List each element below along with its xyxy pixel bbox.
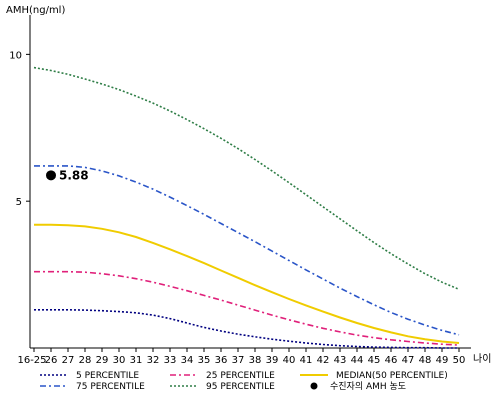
legend-label: 75 PERCENTILE <box>76 382 145 392</box>
x-axis-title: 나이 <box>473 353 491 365</box>
y-tick-label: 10 <box>9 50 22 61</box>
x-tick-label: 32 <box>147 355 160 366</box>
legend-patient-label: 수진자의 AMH 농도 <box>330 381 406 392</box>
y-axis-title: AMH(ng/ml) <box>6 5 65 16</box>
x-tick-label: 16-25 <box>17 355 46 366</box>
series-lines <box>33 66 460 349</box>
x-tick-label: 38 <box>249 355 262 366</box>
x-tick-label: 45 <box>368 355 381 366</box>
x-tick-label: 31 <box>130 355 143 366</box>
legend: 5 PERCENTILE 25 PERCENTILE MEDIAN(50 PERCE… <box>40 371 448 392</box>
series-line-0 <box>34 308 459 349</box>
x-tick-label: 39 <box>266 355 279 366</box>
patient-marker <box>46 170 56 181</box>
x-tick-label: 50 <box>453 355 466 366</box>
x-tick-label: 28 <box>79 355 92 366</box>
x-tick-label: 42 <box>317 355 330 366</box>
x-tick-label: 43 <box>334 355 347 366</box>
x-tick-label: 41 <box>300 355 313 366</box>
x-tick-label: 48 <box>419 355 432 366</box>
x-tick-label: 47 <box>402 355 415 366</box>
legend-label: 5 PERCENTILE <box>76 371 139 381</box>
x-tick-label: 33 <box>164 355 177 366</box>
patient-marker-group: 5.88 <box>46 168 89 182</box>
series-line-4 <box>33 66 460 291</box>
x-tick-label: 36 <box>215 355 228 366</box>
series-line-2 <box>34 223 460 344</box>
y-tick-label: 5 <box>16 197 22 208</box>
x-tick-label: 40 <box>283 355 296 366</box>
x-tick-label: 44 <box>351 355 364 366</box>
x-tick-label: 34 <box>181 355 194 366</box>
legend-patient-marker <box>310 382 318 390</box>
x-tick-label: 29 <box>96 355 109 366</box>
patient-value-label: 5.88 <box>59 168 89 182</box>
series-line-3 <box>34 165 460 336</box>
y-ticks: 5 10 <box>9 50 30 208</box>
legend-label: 25 PERCENTILE <box>206 371 275 381</box>
x-tick-label: 35 <box>198 355 211 366</box>
axes: AMH(ng/ml) 나이 <box>6 5 491 365</box>
x-tick-label: 37 <box>232 355 245 366</box>
x-tick-label: 26 <box>45 355 58 366</box>
legend-label: 95 PERCENTILE <box>206 382 275 392</box>
series-line-1 <box>34 270 460 346</box>
x-tick-label: 27 <box>62 355 75 366</box>
x-tick-label: 30 <box>113 355 126 366</box>
x-tick-label: 46 <box>385 355 398 366</box>
x-tick-label: 49 <box>436 355 449 366</box>
legend-label: MEDIAN(50 PERCENTILE) <box>336 371 448 381</box>
